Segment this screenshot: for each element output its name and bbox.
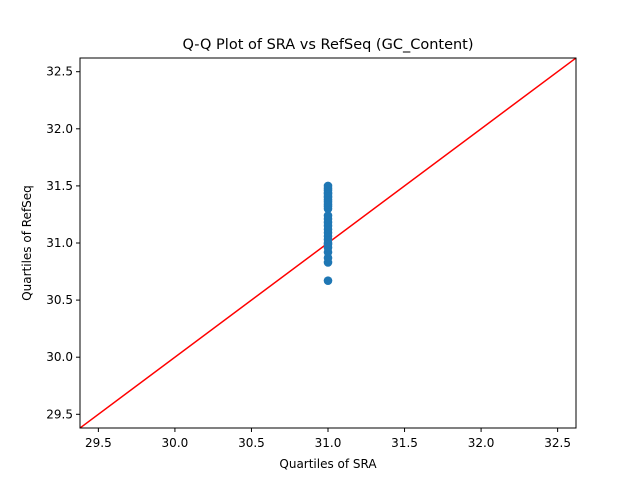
data-point — [323, 276, 333, 285]
x-tick-label: 30.0 — [162, 436, 189, 450]
x-axis-label: Quartiles of SRA — [279, 457, 377, 471]
x-tick-label: 31.0 — [315, 436, 342, 450]
y-tick-label: 30.5 — [46, 293, 73, 307]
y-tick-label: 31.5 — [46, 179, 73, 193]
x-axis-ticks: 29.5 30.0 30.5 31.0 31.5 32.0 32.5 — [85, 428, 571, 450]
y-axis-ticks: 29.5 30.0 30.5 31.0 31.5 32.0 32.5 — [46, 65, 80, 421]
points-group — [323, 181, 333, 285]
y-tick-label: 31.0 — [46, 236, 73, 250]
chart-title: Q-Q Plot of SRA vs RefSeq (GC_Content) — [182, 37, 473, 53]
y-tick-label: 30.0 — [46, 350, 73, 364]
y-tick-label: 29.5 — [46, 407, 73, 421]
x-tick-label: 32.5 — [544, 436, 571, 450]
y-axis-label: Quartiles of RefSeq — [20, 185, 34, 301]
data-point — [323, 211, 333, 220]
plot-frame — [79, 57, 577, 429]
y-tick-label: 32.0 — [46, 122, 73, 136]
x-tick-label: 31.5 — [391, 436, 418, 450]
y-tick-label: 32.5 — [46, 65, 73, 79]
x-tick-label: 29.5 — [85, 436, 112, 450]
x-tick-label: 30.5 — [238, 436, 265, 450]
data-point — [323, 181, 333, 191]
x-tick-label: 32.0 — [468, 436, 495, 450]
